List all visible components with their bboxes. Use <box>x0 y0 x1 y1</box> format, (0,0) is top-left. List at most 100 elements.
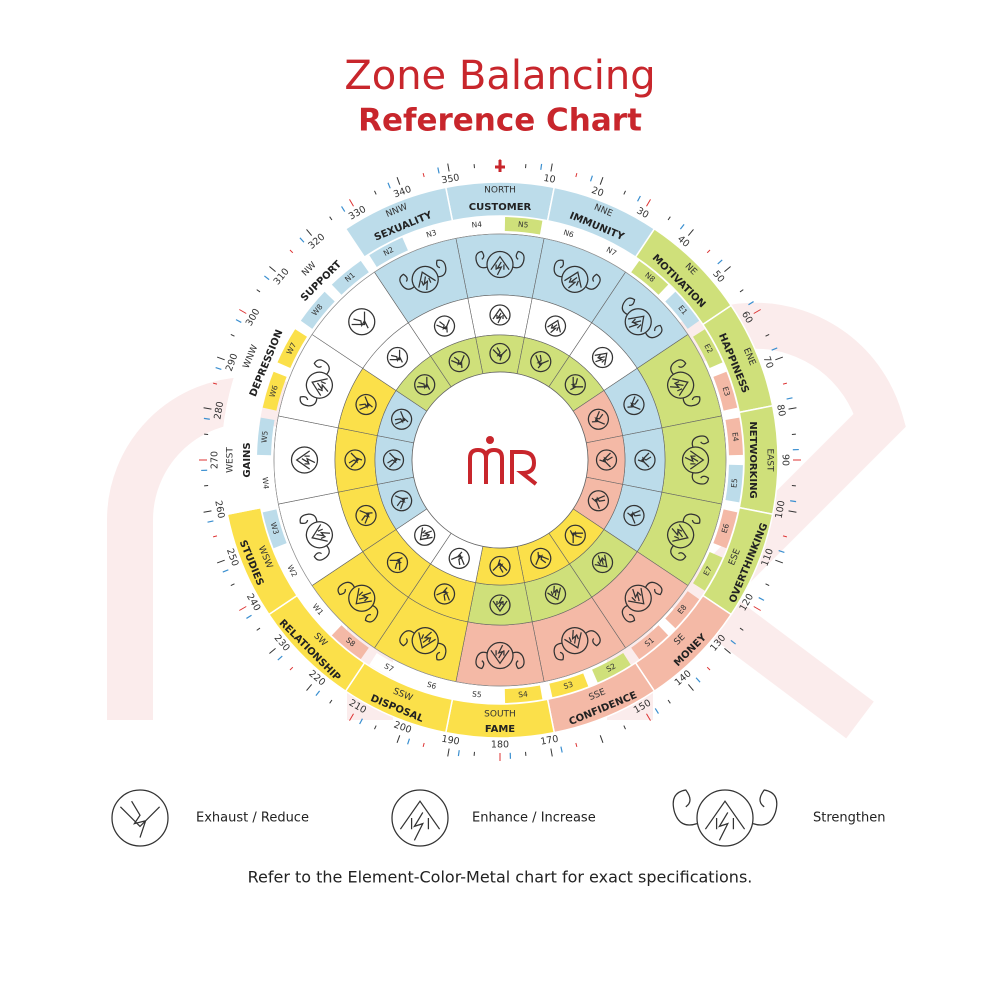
zone-name: NETWORKING <box>747 421 758 498</box>
icon-arrow <box>669 378 689 396</box>
pada-cell <box>504 217 543 235</box>
minor-tick <box>447 748 450 757</box>
icon-arrow <box>564 271 582 289</box>
icon-ring <box>634 449 656 471</box>
icon-arrow <box>627 509 641 524</box>
minor-tick <box>203 407 212 410</box>
icon-arm <box>672 789 778 826</box>
icon-ring <box>624 584 652 612</box>
minor-tick <box>269 266 276 273</box>
degree-tick <box>786 397 793 400</box>
minor-tick <box>599 735 604 744</box>
minor-tick <box>575 172 578 178</box>
icon-ring <box>489 594 511 616</box>
pada-label: E2 <box>702 342 715 355</box>
pada-cell <box>262 509 287 549</box>
minor-tick <box>765 583 770 586</box>
center-logo <box>468 160 538 486</box>
pada-cell <box>277 552 307 591</box>
degree-tick <box>437 167 440 174</box>
icon-ring <box>530 547 552 570</box>
degree-label: 70 <box>761 355 775 370</box>
icon-ring <box>111 789 169 847</box>
icon-ring <box>433 315 456 337</box>
degree-tick <box>359 718 363 725</box>
pada-cell <box>592 653 631 683</box>
pada-label: S7 <box>383 661 396 674</box>
enhance-icon <box>544 583 567 605</box>
pada-label: N5 <box>518 220 529 230</box>
minor-tick <box>374 190 377 195</box>
icon-arrow <box>547 319 562 334</box>
minor-tick <box>667 216 671 221</box>
strengthen-icon <box>666 513 701 561</box>
minor-tick <box>329 699 333 704</box>
minor-tick <box>216 559 225 564</box>
minor-tick <box>212 382 218 385</box>
strengthen-icon <box>475 641 525 670</box>
pada-cell <box>725 464 743 503</box>
pada-label: W6 <box>268 384 280 398</box>
pada-label: E4 <box>730 432 740 443</box>
icon-ring <box>486 250 514 279</box>
strengthen-icon <box>666 359 701 407</box>
zone-band <box>344 186 454 259</box>
degree-label: 20 <box>590 185 605 199</box>
icon-ring <box>414 524 436 546</box>
icon-arrow <box>416 376 431 390</box>
icon-arrow <box>436 319 451 333</box>
icon-arm <box>691 435 710 485</box>
icon-arrow <box>492 347 508 361</box>
pada-label: W5 <box>260 430 270 443</box>
strengthen-icon <box>399 626 447 661</box>
minor-tick <box>550 748 553 757</box>
strengthen-icon <box>621 581 663 623</box>
enhance-icon <box>290 446 319 474</box>
minor-tick <box>575 742 578 748</box>
icon-ring <box>623 504 645 527</box>
pada-label: E3 <box>721 385 732 397</box>
icon-arm <box>553 259 601 290</box>
ring-segment <box>475 545 525 586</box>
icon-arrow <box>311 378 329 396</box>
minor-tick <box>239 606 247 611</box>
minor-tick <box>775 559 784 564</box>
icon-ring <box>391 789 449 847</box>
icon-arrow <box>359 396 373 411</box>
icon-arrow <box>389 557 403 571</box>
degree-label: 80 <box>774 404 787 418</box>
icon-arm <box>337 581 379 623</box>
icon-arrow <box>591 495 606 509</box>
pada-cell <box>549 222 589 247</box>
pada-label: N3 <box>425 228 438 240</box>
icon-arrow <box>451 551 465 566</box>
pada-cell <box>369 653 408 683</box>
pada-cell <box>665 591 700 629</box>
exhaust-icon <box>390 490 413 512</box>
degree-tick <box>207 520 214 523</box>
pada-cell <box>457 217 496 235</box>
icon-arm <box>299 513 330 561</box>
degree-label: 60 <box>739 310 755 326</box>
icon-ring <box>390 408 413 430</box>
direction-label: EAST <box>765 448 775 472</box>
minor-tick <box>349 199 354 207</box>
exhaust-icon <box>448 350 470 373</box>
ring-outline <box>273 233 727 687</box>
icon-arrow <box>704 800 746 841</box>
icon-ring <box>564 374 586 396</box>
pada-label: W4 <box>261 477 271 490</box>
degree-label: 260 <box>212 500 226 520</box>
icon-ring <box>486 641 514 670</box>
pada-label: N4 <box>471 220 482 230</box>
icon-arrow <box>295 450 316 470</box>
icon-arrow <box>490 644 510 665</box>
icon-ring <box>433 583 456 605</box>
degree-tick <box>758 597 765 601</box>
exhaust-icon <box>564 524 586 546</box>
minor-tick <box>289 249 294 254</box>
icon-ring <box>489 304 511 326</box>
exhaust-icon <box>433 583 456 605</box>
icon-arm <box>621 297 663 339</box>
